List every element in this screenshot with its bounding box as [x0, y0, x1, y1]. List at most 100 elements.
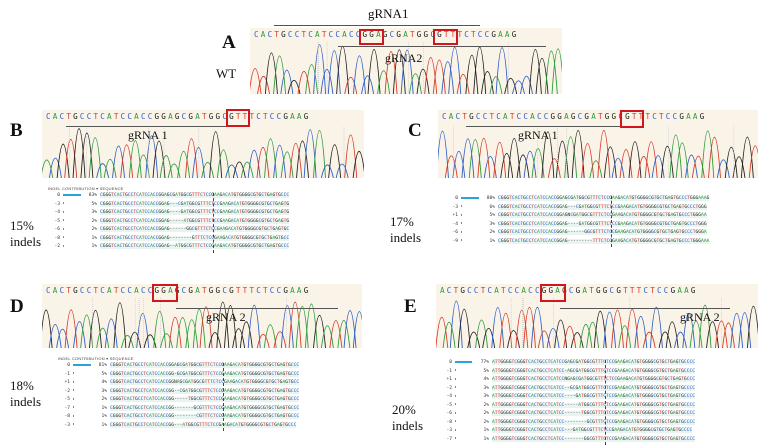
panel-b-indels-word: indels [10, 234, 41, 250]
indel-sequence: CGGGTCACTGCCTCATCCACCGGAG----GATGGCGTTTC… [100, 210, 289, 215]
panel-e-label: E [404, 296, 417, 318]
panel-d-guide-line [176, 308, 338, 309]
contribution-pct: 5% [479, 369, 489, 374]
indel-size: -5 [440, 403, 452, 408]
panel-c-guide-label: gRNA 1 [518, 128, 558, 143]
indel-sequence: CGGGTCACTGCCTCATCCACCGGNAGCGATGGCGTTTCTC… [110, 380, 299, 385]
indel-size: -3 [58, 423, 70, 428]
indel-size: -5 [58, 397, 70, 402]
contribution-bar [73, 381, 74, 383]
indel-size: -1 [440, 369, 452, 374]
indel-sequence: ATTGGGGTCGGGTCACTGCCTCATCC----GATGGCGTTT… [492, 394, 695, 399]
panel-b-sequence: CACTGCCTCATCCACCGGAGCGATGGCGTTTCTCCGAAG [46, 112, 310, 121]
indel-sequence: CGGGTCACTGCCTCATCCACCGGAG--------GTTTCTC… [100, 236, 289, 241]
indel-size: -2 [48, 244, 60, 249]
indel-size: -7 [58, 406, 70, 411]
panel-b-guide-line [66, 126, 242, 127]
indel-sequence: CGGGTCACTGCCTCATCCACCGGAG--ATGGCGTTTCTCC… [100, 244, 289, 249]
panel-d-indel-table: INDEL CONTRIBUTION ▾ SEQUENCE 0 81% CGGGTCA… [58, 356, 368, 440]
panel-d-indels-word: indels [10, 394, 41, 410]
panel-e-guide-label: gRNA 2 [680, 310, 720, 325]
indel-size: -1 [58, 372, 70, 377]
panel-c-indels-pct: 17% [390, 214, 421, 230]
grna1-label: gRNA1 [368, 6, 408, 22]
indel-size: -8 [48, 236, 60, 241]
indel-sequence: CGGGTCACTGCCTCATCCACCGG-----TGGCGTTTCTCC… [110, 397, 299, 402]
panel-d-pam-box [152, 284, 178, 302]
grna2-line [338, 46, 546, 47]
indel-size: -3 [440, 428, 452, 433]
indel-size: -8 [440, 420, 452, 425]
panel-e-sequence: ACTGCCTCATCCACCGGAGCGATGGCGTTTCTCCGAAG [440, 286, 698, 295]
panel-a-trace [250, 42, 562, 94]
table-row: -7 1%CGGGTCACTGCCTCATCCACCGG-------GCGTTT… [58, 406, 299, 413]
indel-size: -4 [48, 210, 60, 215]
indel-sequence: CGGGTCACTGCCTCATCCACCGGAGCGATGGCGTTTCTCC… [100, 193, 289, 198]
indel-size: -4 [446, 222, 458, 227]
contribution-pct: 1% [97, 406, 107, 411]
table-header: INDEL CONTRIBUTION ▾ SEQUENCE [58, 356, 134, 361]
indel-size: +1 [58, 380, 70, 385]
contribution-pct: 2% [87, 219, 97, 224]
panel-e-indels: 20% indels [392, 402, 423, 434]
grna2-label: gRNA2 [385, 51, 422, 66]
contribution-pct: 80% [485, 196, 495, 201]
indel-sequence: CGGGTCACTGCCTCATCCACCGGAGNCGATGGCGTTTCTC… [498, 213, 707, 218]
cut-site-line [223, 363, 224, 431]
panel-c-chromatogram: CACTGCCTCATCCACCGGAGCGATGGCGTTTCTCCGAAG [438, 110, 758, 178]
contribution-pct: 2% [479, 420, 489, 425]
panel-e-indels-pct: 20% [392, 402, 423, 418]
contribution-pct: 1% [479, 428, 489, 433]
contribution-pct: 4% [97, 380, 107, 385]
panel-c-indels-word: indels [390, 230, 421, 246]
contribution-pct: 4% [479, 377, 489, 382]
contribution-bar [455, 378, 456, 380]
contribution-pct: 2% [485, 230, 495, 235]
panel-b-trace [42, 126, 364, 178]
contribution-bar [63, 202, 64, 204]
indel-sequence: ATTGGGGTCGGGTCACTGCCTCATCC-AGCGATGGCGTTT… [492, 369, 695, 374]
table-row: -8 1%CGGGTCACTGCCTCATCCACCGGAG--------GTT… [48, 236, 289, 243]
panel-a-sequence: CACTGCCTCATCCACCGGAGCGATGGCGTTTCTCCGAAG [254, 30, 518, 39]
panel-c-guide-line [466, 126, 640, 127]
table-row: -2 1%CGGGTCACTGCCTCATCCACCGGAG--ATGGCGTTT… [48, 244, 289, 251]
indel-size: 0 [58, 363, 70, 368]
indel-sequence: CGGGTCACTGCCTCATCCACCGGAG---CGATGGCGTTTC… [100, 202, 289, 207]
contribution-pct: 3% [485, 222, 495, 227]
contribution-pct: 3% [97, 389, 107, 394]
panel-d-trace [42, 298, 362, 348]
contribution-pct: 1% [87, 236, 97, 241]
indel-sequence: CGGGTCACTGCCTCATCCACCGG---ATGGCGTTTCTCCG… [110, 423, 296, 428]
contribution-pct: 81% [97, 363, 107, 368]
contribution-pct: 1% [87, 244, 97, 249]
indel-sequence: ATTGGGGTCGGGTCACTGCCTCATCCNGAGCGATGGCGTT… [492, 377, 695, 382]
contribution-bar [455, 395, 456, 397]
indel-sequence: CGGGTCACTGCCTCATCCACCGG-------GCGTTTCTCC… [110, 406, 299, 411]
indel-size: 0 [440, 360, 452, 365]
indel-size: -5 [48, 219, 60, 224]
contribution-pct: 2% [479, 411, 489, 416]
contribution-pct: 2% [87, 227, 97, 232]
contribution-pct: 5% [485, 213, 495, 218]
indel-sequence: CGGGTCACTGCCTCATCCACCGGAG------GGCGTTTCT… [100, 227, 289, 232]
table-header: INDEL CONTRIBUTION ▾ SEQUENCE [48, 186, 124, 191]
contribution-pct: 83% [87, 193, 97, 198]
indel-size: -2 [58, 389, 70, 394]
contribution-pct: 3% [479, 386, 489, 391]
table-row: +1 4%CGGGTCACTGCCTCATCCACCGGNAGCGATGGCGTT… [58, 380, 299, 387]
